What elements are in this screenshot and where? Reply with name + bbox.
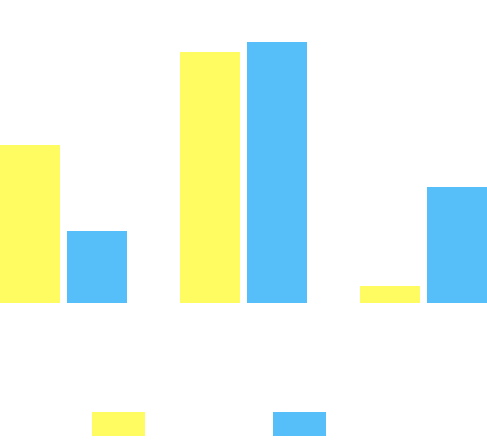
legend-swatch <box>92 412 145 436</box>
bar <box>360 286 420 303</box>
legend-swatch <box>273 412 326 436</box>
bar <box>247 42 307 303</box>
bar <box>67 231 127 303</box>
bar <box>0 145 60 303</box>
bar <box>180 52 240 303</box>
bar <box>427 187 487 303</box>
